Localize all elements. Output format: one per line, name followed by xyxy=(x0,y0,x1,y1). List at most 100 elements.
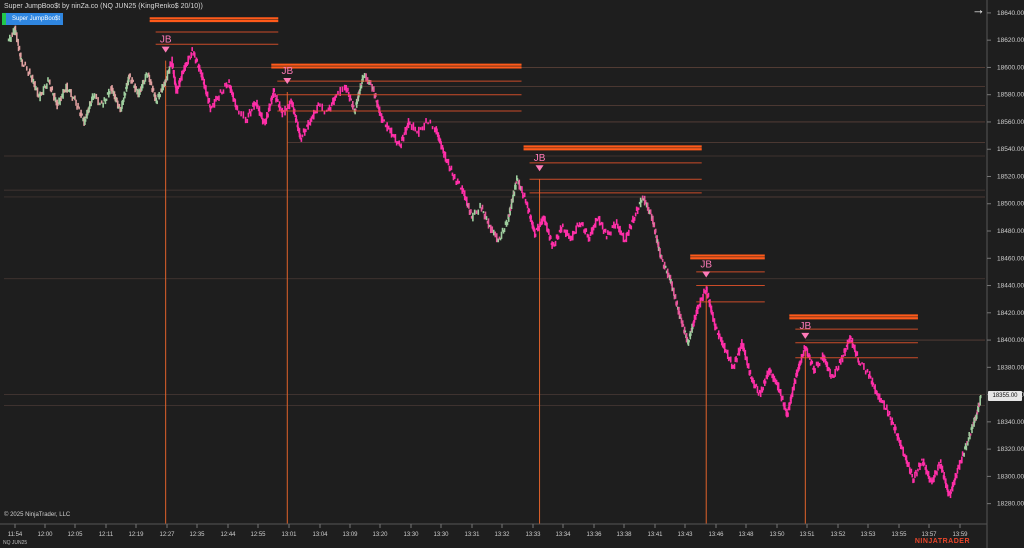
price-bar xyxy=(197,65,199,68)
price-bar xyxy=(485,216,488,221)
price-bar xyxy=(937,464,939,471)
x-tick-label: 12:19 xyxy=(128,532,144,538)
y-axis[interactable]: 18280.0018300.0018320.0018340.0018360.00… xyxy=(986,0,1024,548)
price-bar xyxy=(712,311,714,322)
price-bar xyxy=(600,221,603,225)
x-tick-label: 12:44 xyxy=(220,532,236,538)
price-bar xyxy=(855,352,858,357)
price-bar xyxy=(915,469,917,474)
price-bar xyxy=(843,348,846,354)
price-bar xyxy=(240,111,242,117)
price-bar xyxy=(187,55,189,65)
y-tick-label: 18500.00 xyxy=(997,201,1024,208)
price-bar xyxy=(59,97,61,106)
price-bar xyxy=(864,370,867,375)
price-bar xyxy=(899,439,901,446)
x-axis[interactable]: 11:54 12:00 12:05 12:11 12:19 12:27 12:35 12:44… xyxy=(0,523,987,538)
price-bar xyxy=(667,272,670,278)
price-bar xyxy=(376,99,379,106)
price-bar xyxy=(248,108,251,114)
price-bar xyxy=(936,471,938,476)
price-bar xyxy=(444,152,447,162)
price-bar xyxy=(475,210,478,214)
price-bar xyxy=(495,233,498,243)
price-bar xyxy=(486,220,489,224)
price-bar xyxy=(905,455,908,464)
arrow-right-icon[interactable]: → xyxy=(972,2,985,17)
price-bar xyxy=(941,468,943,473)
price-bar xyxy=(649,209,652,215)
price-bar xyxy=(624,239,627,242)
price-bar xyxy=(362,75,365,78)
price-bar xyxy=(120,107,123,112)
price-bar xyxy=(841,357,844,363)
price-bar xyxy=(537,223,539,232)
price-bar xyxy=(507,216,510,222)
price-bar xyxy=(703,288,705,294)
price-bar xyxy=(383,119,385,122)
price-bar xyxy=(550,235,552,239)
price-bar xyxy=(227,84,229,88)
price-bar xyxy=(32,78,35,84)
price-bar xyxy=(200,69,203,78)
price-bar xyxy=(58,97,60,104)
indicator-toggle-button[interactable]: Super JumpBoo$t xyxy=(2,13,63,25)
price-bar xyxy=(191,47,193,52)
price-bar xyxy=(768,368,770,375)
price-bar xyxy=(877,393,879,400)
price-bar xyxy=(599,223,602,226)
price-bar xyxy=(25,66,28,71)
price-bars xyxy=(7,25,982,499)
price-bar xyxy=(278,101,281,111)
price-bar xyxy=(533,228,536,238)
price-bar xyxy=(774,378,777,385)
price-bar xyxy=(294,113,297,118)
price-bar xyxy=(91,93,94,98)
x-tick-label: 13:48 xyxy=(738,532,754,538)
price-bar xyxy=(845,344,848,348)
price-bar xyxy=(299,134,302,140)
price-bar xyxy=(576,222,579,227)
price-bar xyxy=(203,78,206,89)
price-bar xyxy=(103,97,106,102)
price-bar xyxy=(53,92,56,100)
price-bar xyxy=(693,314,696,323)
chart-title: Super JumpBoo$t by ninZa.co (NQ JUN25 (K… xyxy=(4,3,203,10)
price-bar xyxy=(977,402,980,413)
price-bar xyxy=(546,222,548,232)
price-bar xyxy=(333,97,335,106)
price-bar xyxy=(904,455,907,461)
price-bar xyxy=(406,125,408,131)
x-tick-label: 13:30 xyxy=(403,532,419,538)
price-bar xyxy=(121,100,123,109)
signal-triangle-icon xyxy=(702,271,711,278)
price-bar xyxy=(335,93,338,98)
price-bar xyxy=(251,108,253,112)
price-bar xyxy=(11,32,14,37)
price-bar xyxy=(38,93,40,97)
price-bar xyxy=(824,359,827,365)
price-bar xyxy=(700,297,703,301)
price-bar xyxy=(235,106,237,110)
price-bar xyxy=(509,206,511,216)
price-bar xyxy=(219,89,222,93)
price-bar xyxy=(297,126,300,129)
price-bar xyxy=(159,94,161,98)
x-tick-label: 13:01 xyxy=(281,532,297,538)
price-bar xyxy=(397,141,399,145)
price-bar xyxy=(275,97,277,103)
price-bar xyxy=(522,195,525,198)
price-bar xyxy=(526,202,529,209)
price-bar xyxy=(890,420,893,426)
signal-triangle-icon xyxy=(801,332,810,339)
price-bar xyxy=(619,225,621,235)
price-bar xyxy=(55,100,58,106)
price-bar xyxy=(965,445,968,451)
price-bar xyxy=(639,197,642,208)
price-bar xyxy=(300,137,303,142)
price-bar xyxy=(46,83,48,89)
price-bar xyxy=(678,311,681,319)
price-bar xyxy=(274,93,276,98)
price-bar xyxy=(193,51,195,54)
